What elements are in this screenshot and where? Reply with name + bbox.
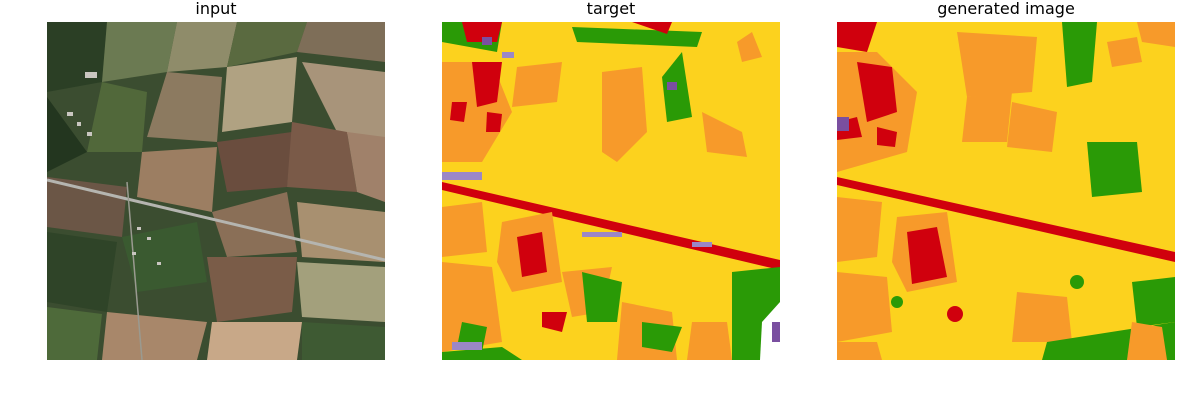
generated-image xyxy=(837,22,1175,360)
target-title: target xyxy=(586,0,636,18)
target-image xyxy=(442,22,780,360)
input-image xyxy=(47,22,385,360)
input-title: input xyxy=(195,0,237,18)
generated-image-title: generated image xyxy=(937,0,1075,18)
